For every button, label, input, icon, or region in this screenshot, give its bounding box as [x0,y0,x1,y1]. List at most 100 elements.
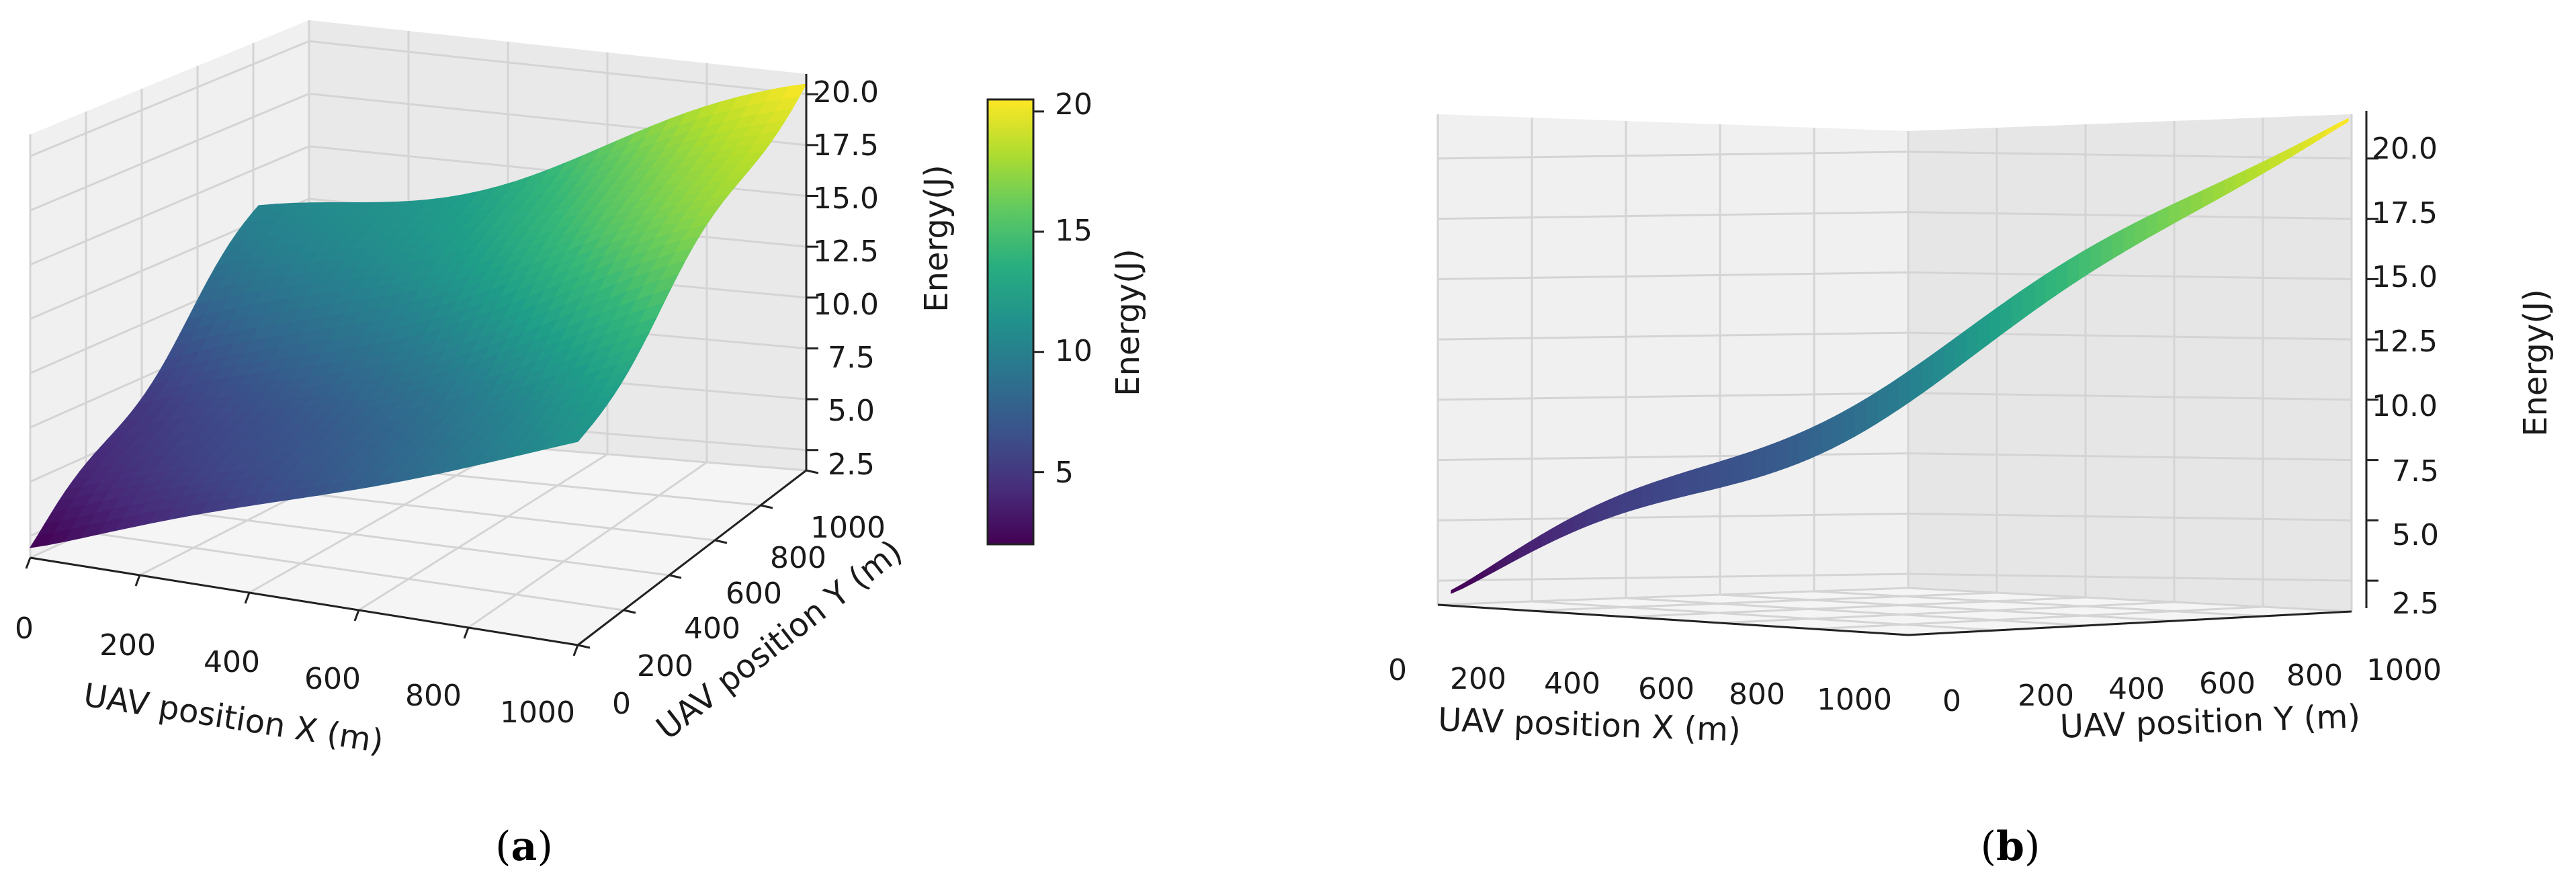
z-tick-a: 10.0 [813,288,879,322]
gridline [30,145,310,266]
gridline [1813,590,2264,618]
z-tick-b: 5.0 [2392,518,2439,552]
x-tick-b: 800 [1729,677,1785,712]
left-pane-b [1438,114,1908,605]
gridline [30,93,310,212]
gridline [1437,573,1909,582]
gridline [1437,587,1909,606]
surface-strip [1719,457,1732,488]
y-tick-b: 800 [2286,659,2343,693]
y-tick-a: 600 [726,577,782,611]
gridline [1719,593,2175,622]
panel-caption-b: (b) [1981,823,2041,870]
x-tick-a: 400 [204,645,260,679]
gridline [1907,452,2352,462]
surface-strip [1854,398,1866,437]
y-axis-line-b [1907,610,2352,636]
tick-mark [714,539,728,544]
tick-mark [572,644,579,657]
y-tick-a: 800 [770,541,826,575]
surface-cell [559,432,587,446]
surface-strip [2336,118,2349,129]
x-tick-b: 600 [1638,672,1694,706]
z-axis-label-b: Energy(J) [2517,289,2554,437]
y-tick-b: 0 [1942,684,1961,718]
gridline [1437,211,1909,220]
z-tick-b: 10.0 [2372,389,2438,423]
z-tick-b: 12.5 [2372,325,2438,359]
x-axis-line-a [30,556,578,646]
energy-surface-a [29,83,808,548]
x-tick-a: 0 [15,611,34,646]
gridline [358,453,608,611]
surface-strip [1832,411,1844,449]
surface-strip [1798,427,1811,464]
surface-strip [1809,423,1822,460]
surface-strip [1664,474,1676,502]
gridline [85,531,624,611]
surface-strip [1686,468,1699,497]
tick-mark [134,575,141,587]
gridline [468,461,707,629]
gridline [1437,452,1909,462]
x-tick-a: 600 [304,662,361,696]
y-tick-b: 400 [2108,672,2165,706]
gridline [1437,331,1909,341]
gridline [1907,271,2352,280]
surface-strip [1877,384,1889,424]
z-tick-a: 20.0 [813,75,879,110]
surface-strip [1787,433,1799,468]
tick-mark [760,504,773,509]
surface-strip [1821,417,1833,454]
colorbar-ticks [1033,110,1044,474]
energy-surface-b [1451,118,2349,594]
y-tick-b: 1000 [2366,653,2442,687]
panel-letter-b: b [1996,823,2024,870]
gridline [308,40,807,95]
gridline [30,40,310,157]
gridline [249,445,509,594]
surface-strip [1776,437,1789,472]
tick-mark [623,609,636,614]
z-tick-b: 20.0 [2372,132,2438,166]
z-tick-a: 12.5 [813,235,879,269]
y-tick-a: 1000 [810,511,886,545]
x-axis-line-b [1437,603,1909,636]
panel-a: 0 200 400 600 800 1000 0 200 400 600 800… [15,20,1147,870]
tick-mark [669,574,682,579]
x-tick-b: 400 [1544,667,1600,701]
y-tick-a: 0 [612,687,631,721]
z-tick-a: 7.5 [828,341,875,375]
z-tick-a: 2.5 [828,448,875,482]
colorbar [986,98,1035,546]
x-axis-label-b: UAV position X (m) [1437,701,1741,749]
surface-strip [1652,478,1665,505]
tick-mark [463,627,470,639]
gridline [1625,597,2086,627]
x-tick-a: 200 [99,628,156,663]
surface-strip [1865,391,1878,431]
gridline [1531,591,1998,612]
z-tick-a: 5.0 [828,394,875,428]
panel-b: 0 200 400 600 800 1000 0 200 400 600 800… [1388,111,2554,870]
surface-strip [1619,490,1631,515]
gridline [1437,151,1909,160]
z-tick-b: 2.5 [2392,587,2439,621]
ticks-b [2366,157,2378,582]
ticks-a [25,93,819,657]
surface-strip [1843,405,1856,443]
tick-mark [806,469,819,474]
surface-strip [1754,446,1766,479]
surface-strip [1697,464,1710,494]
colorbar-tick: 15 [1055,214,1092,248]
z-tick-b: 15.0 [2372,260,2438,294]
tick-mark [577,644,591,649]
gridline [1907,211,2352,220]
panel-caption-a: (a) [495,823,553,870]
gridline [1437,271,1909,280]
colorbar-tick: 10 [1055,334,1092,368]
z-tick-b: 17.5 [2372,196,2438,230]
gridline [1813,605,2264,630]
gridline [1531,600,1998,632]
